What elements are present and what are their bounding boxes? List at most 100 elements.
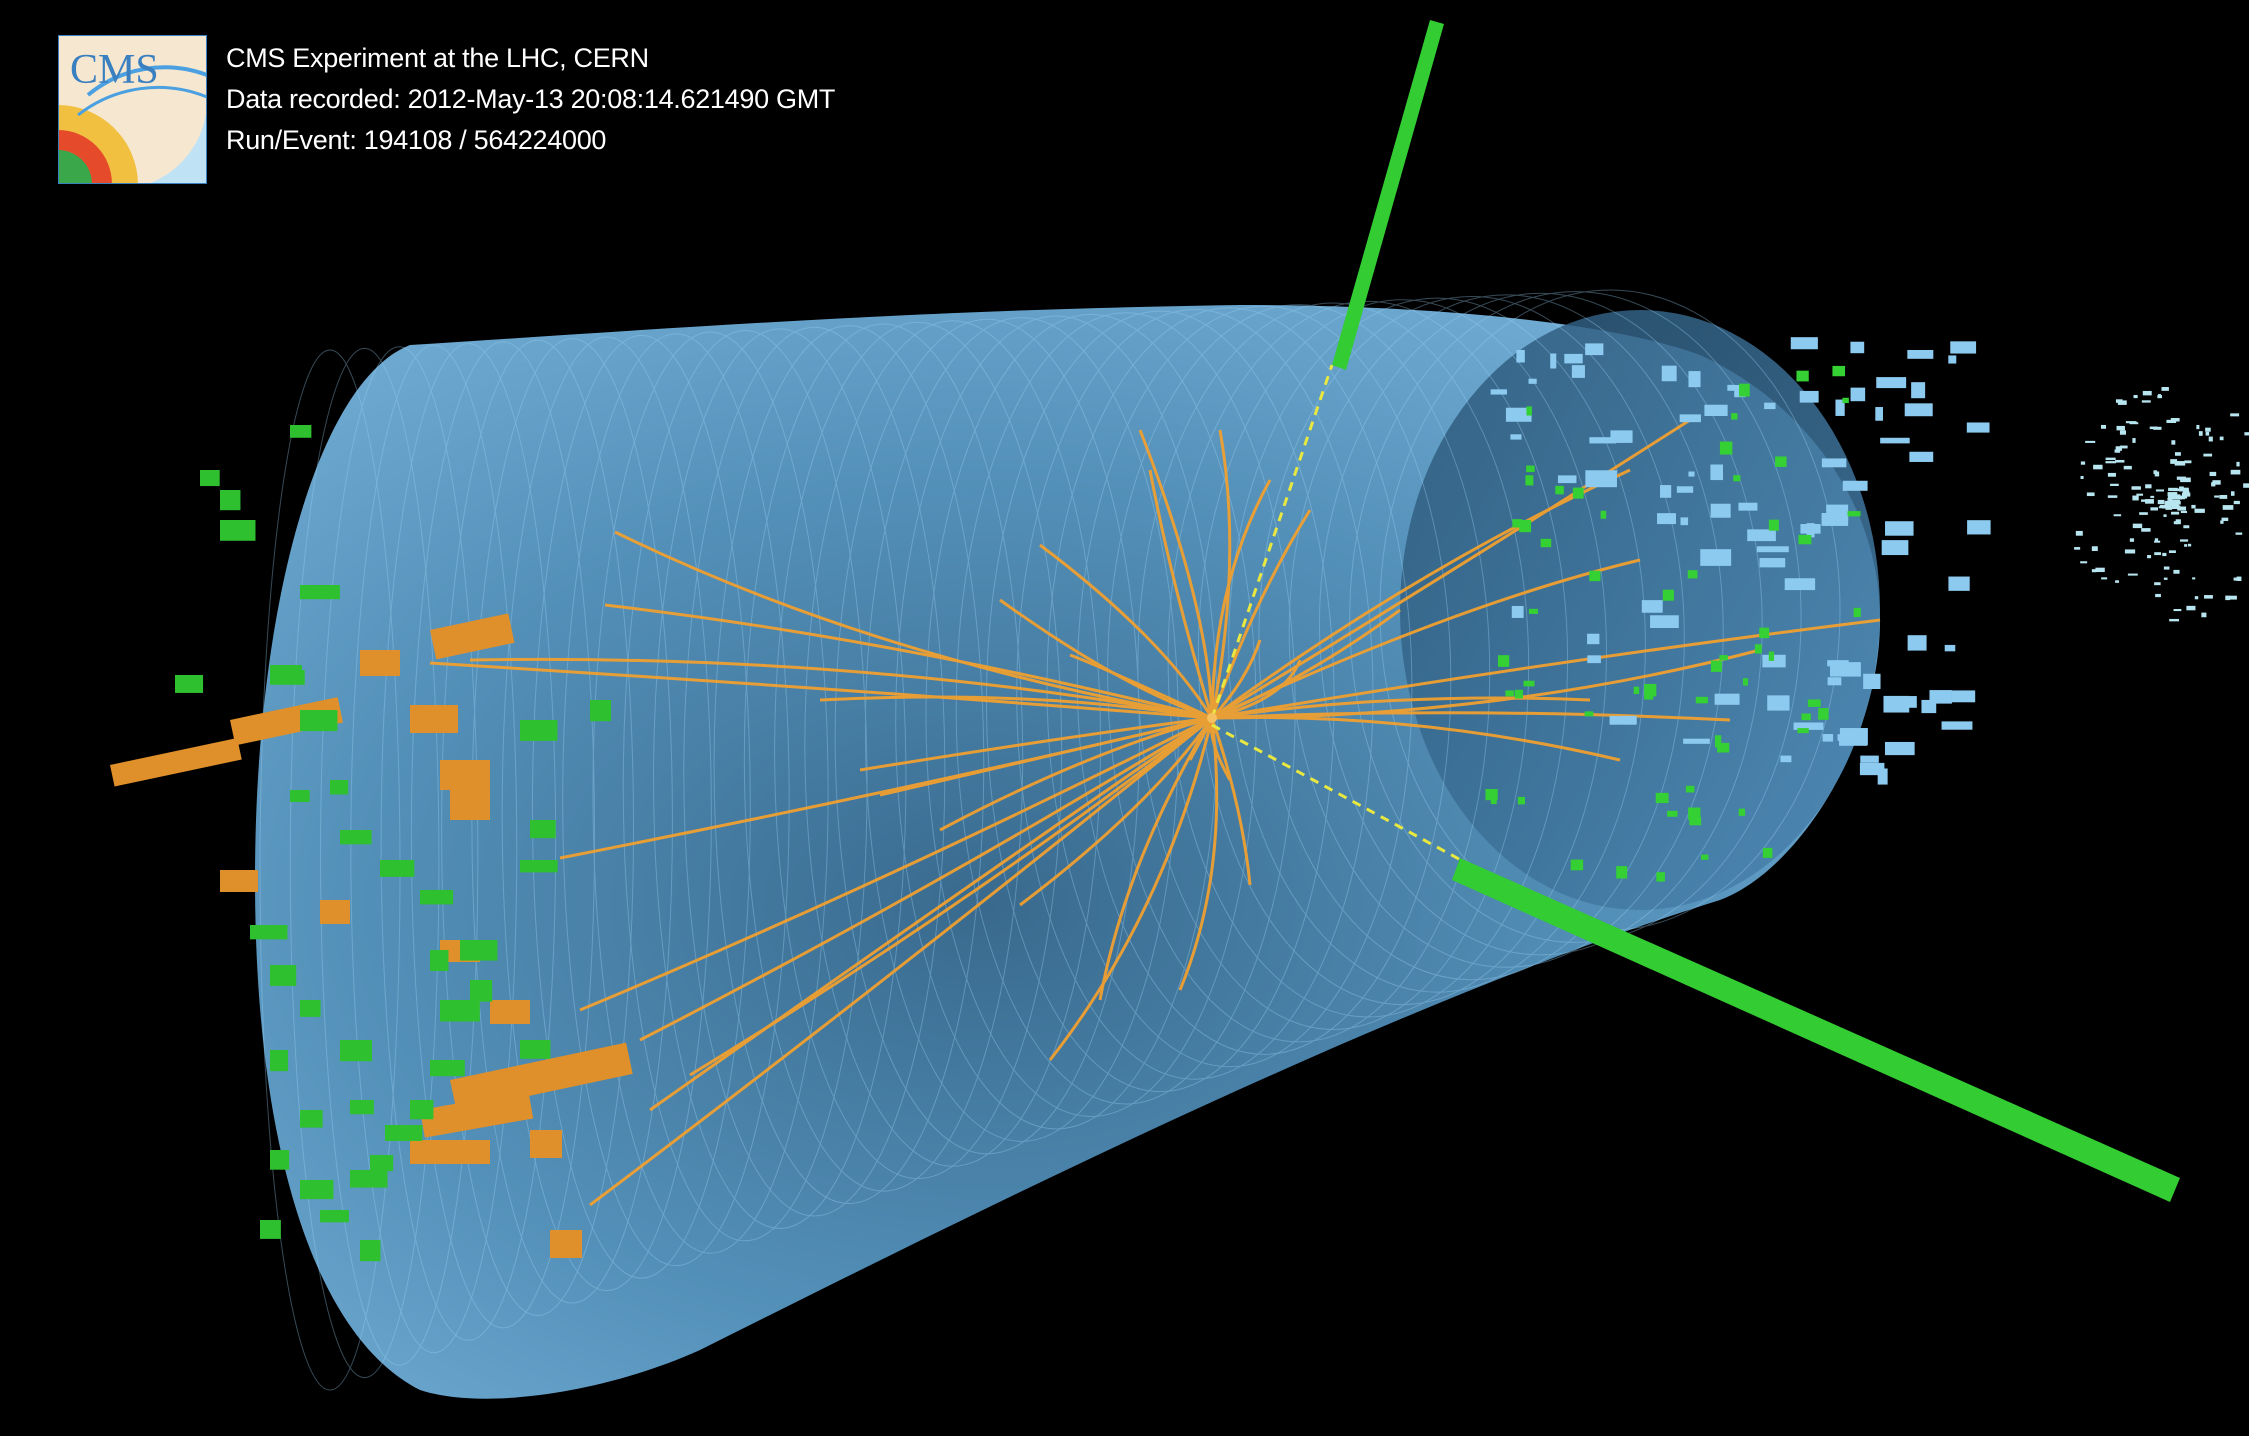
forward-hit bbox=[2170, 459, 2178, 464]
endcap-hit bbox=[1727, 384, 1736, 391]
endcap-hit bbox=[1505, 407, 1532, 422]
endcap-hit bbox=[1944, 644, 1956, 652]
endcap-green-hit bbox=[1775, 456, 1787, 467]
forward-hit bbox=[2107, 495, 2118, 498]
track bbox=[1210, 639, 1262, 720]
forward-hit bbox=[2194, 508, 2205, 513]
track bbox=[1211, 608, 1401, 720]
forward-hit bbox=[2113, 514, 2122, 517]
endcap-hit bbox=[1790, 337, 1818, 350]
forward-hit bbox=[2162, 552, 2167, 557]
forward-hit bbox=[2220, 520, 2224, 524]
endcap-hit bbox=[1884, 741, 1915, 756]
endcap-hit bbox=[1688, 471, 1695, 477]
hcal-block bbox=[440, 760, 490, 790]
hcal-block bbox=[450, 790, 490, 820]
forward-hit bbox=[2141, 400, 2151, 403]
ecal-block bbox=[270, 1150, 290, 1170]
endcap-hit bbox=[1660, 485, 1672, 498]
endcap-green-hit bbox=[1685, 785, 1695, 793]
track bbox=[1019, 717, 1214, 907]
forward-hit bbox=[2107, 472, 2116, 477]
endcap-hit bbox=[1759, 558, 1786, 568]
endcap-green-hit bbox=[1584, 711, 1594, 717]
endcap-green-hit bbox=[1818, 708, 1829, 720]
endcap-hit bbox=[1880, 437, 1910, 444]
ecal-block bbox=[290, 425, 312, 438]
barrel-ring bbox=[864, 317, 1179, 1142]
ecal-block bbox=[470, 980, 493, 1002]
endcap-hit bbox=[1877, 768, 1888, 785]
track bbox=[1211, 618, 1881, 720]
endcap-green-hit bbox=[1717, 742, 1730, 753]
barrel-ring bbox=[895, 315, 1218, 1130]
forward-hit bbox=[2168, 487, 2178, 492]
forward-hit bbox=[2230, 469, 2241, 475]
forward-hit bbox=[2214, 495, 2220, 498]
forward-hit bbox=[2205, 427, 2211, 432]
endcap-hit bbox=[1821, 458, 1847, 468]
track bbox=[429, 661, 1213, 720]
barrel-ring bbox=[1228, 297, 1646, 993]
hcal-block bbox=[410, 1140, 490, 1164]
forward-hit bbox=[2163, 577, 2168, 580]
hcal-block bbox=[450, 1042, 633, 1112]
interaction-vertex bbox=[1207, 713, 1217, 723]
forward-hit bbox=[2243, 483, 2249, 488]
barrel-ring bbox=[1258, 295, 1685, 981]
endcap-hit bbox=[1585, 470, 1617, 488]
forward-hit bbox=[2169, 494, 2181, 500]
forward-hit bbox=[2141, 528, 2151, 532]
track bbox=[1211, 711, 1731, 722]
endcap-hit bbox=[1710, 464, 1724, 481]
endcap-hit bbox=[1850, 387, 1866, 402]
forward-hit bbox=[2093, 464, 2103, 470]
forward-hit bbox=[2169, 618, 2180, 622]
track bbox=[1210, 717, 1252, 886]
forward-hit bbox=[2136, 493, 2144, 496]
barrel-ring bbox=[350, 344, 518, 1354]
ecal-block bbox=[340, 1040, 373, 1062]
endcap-green-hit bbox=[1662, 589, 1674, 601]
forward-hit bbox=[2085, 440, 2096, 443]
hcal-deposits bbox=[110, 613, 633, 1258]
forward-hit bbox=[2219, 495, 2228, 499]
forward-hit bbox=[2095, 567, 2105, 573]
endcap-green-hit bbox=[1759, 627, 1770, 639]
forward-hit bbox=[2154, 582, 2161, 586]
ecal-block bbox=[270, 965, 297, 986]
forward-hit bbox=[2211, 482, 2216, 487]
endcap-hit bbox=[1528, 378, 1537, 384]
forward-hit bbox=[2236, 576, 2242, 581]
ecal-block bbox=[300, 585, 340, 600]
endcap-green-hit bbox=[1796, 370, 1809, 382]
muon-track-down bbox=[1452, 858, 2180, 1202]
track bbox=[1211, 418, 1691, 720]
ecal-block bbox=[200, 470, 220, 487]
cms-logo-icon: CMS bbox=[58, 35, 207, 184]
forward-hit bbox=[2181, 492, 2191, 497]
muon-extrapolation-up bbox=[1210, 364, 1334, 719]
forward-hit bbox=[2158, 506, 2163, 509]
endcap-hit bbox=[1688, 371, 1701, 388]
ecal-block bbox=[300, 1110, 323, 1128]
track bbox=[1138, 429, 1214, 719]
endcap-hit bbox=[1767, 695, 1790, 711]
forward-hit bbox=[2204, 595, 2213, 599]
forward-hit bbox=[2171, 440, 2176, 445]
endcap-hit bbox=[1907, 635, 1927, 651]
endcap-hit bbox=[1676, 486, 1694, 493]
track bbox=[639, 716, 1213, 1042]
endcap-hit bbox=[1762, 654, 1786, 668]
forward-hit bbox=[2194, 596, 2199, 600]
forward-hit bbox=[2155, 489, 2165, 492]
forward-hit bbox=[2155, 593, 2161, 598]
forward-hit bbox=[2173, 609, 2182, 612]
forward-hit bbox=[2180, 510, 2188, 514]
forward-hit bbox=[2208, 436, 2213, 442]
ecal-block bbox=[440, 1000, 480, 1022]
endcap-green-hit bbox=[1768, 651, 1775, 661]
hcal-block bbox=[220, 870, 258, 892]
ecal-block bbox=[370, 1155, 394, 1172]
